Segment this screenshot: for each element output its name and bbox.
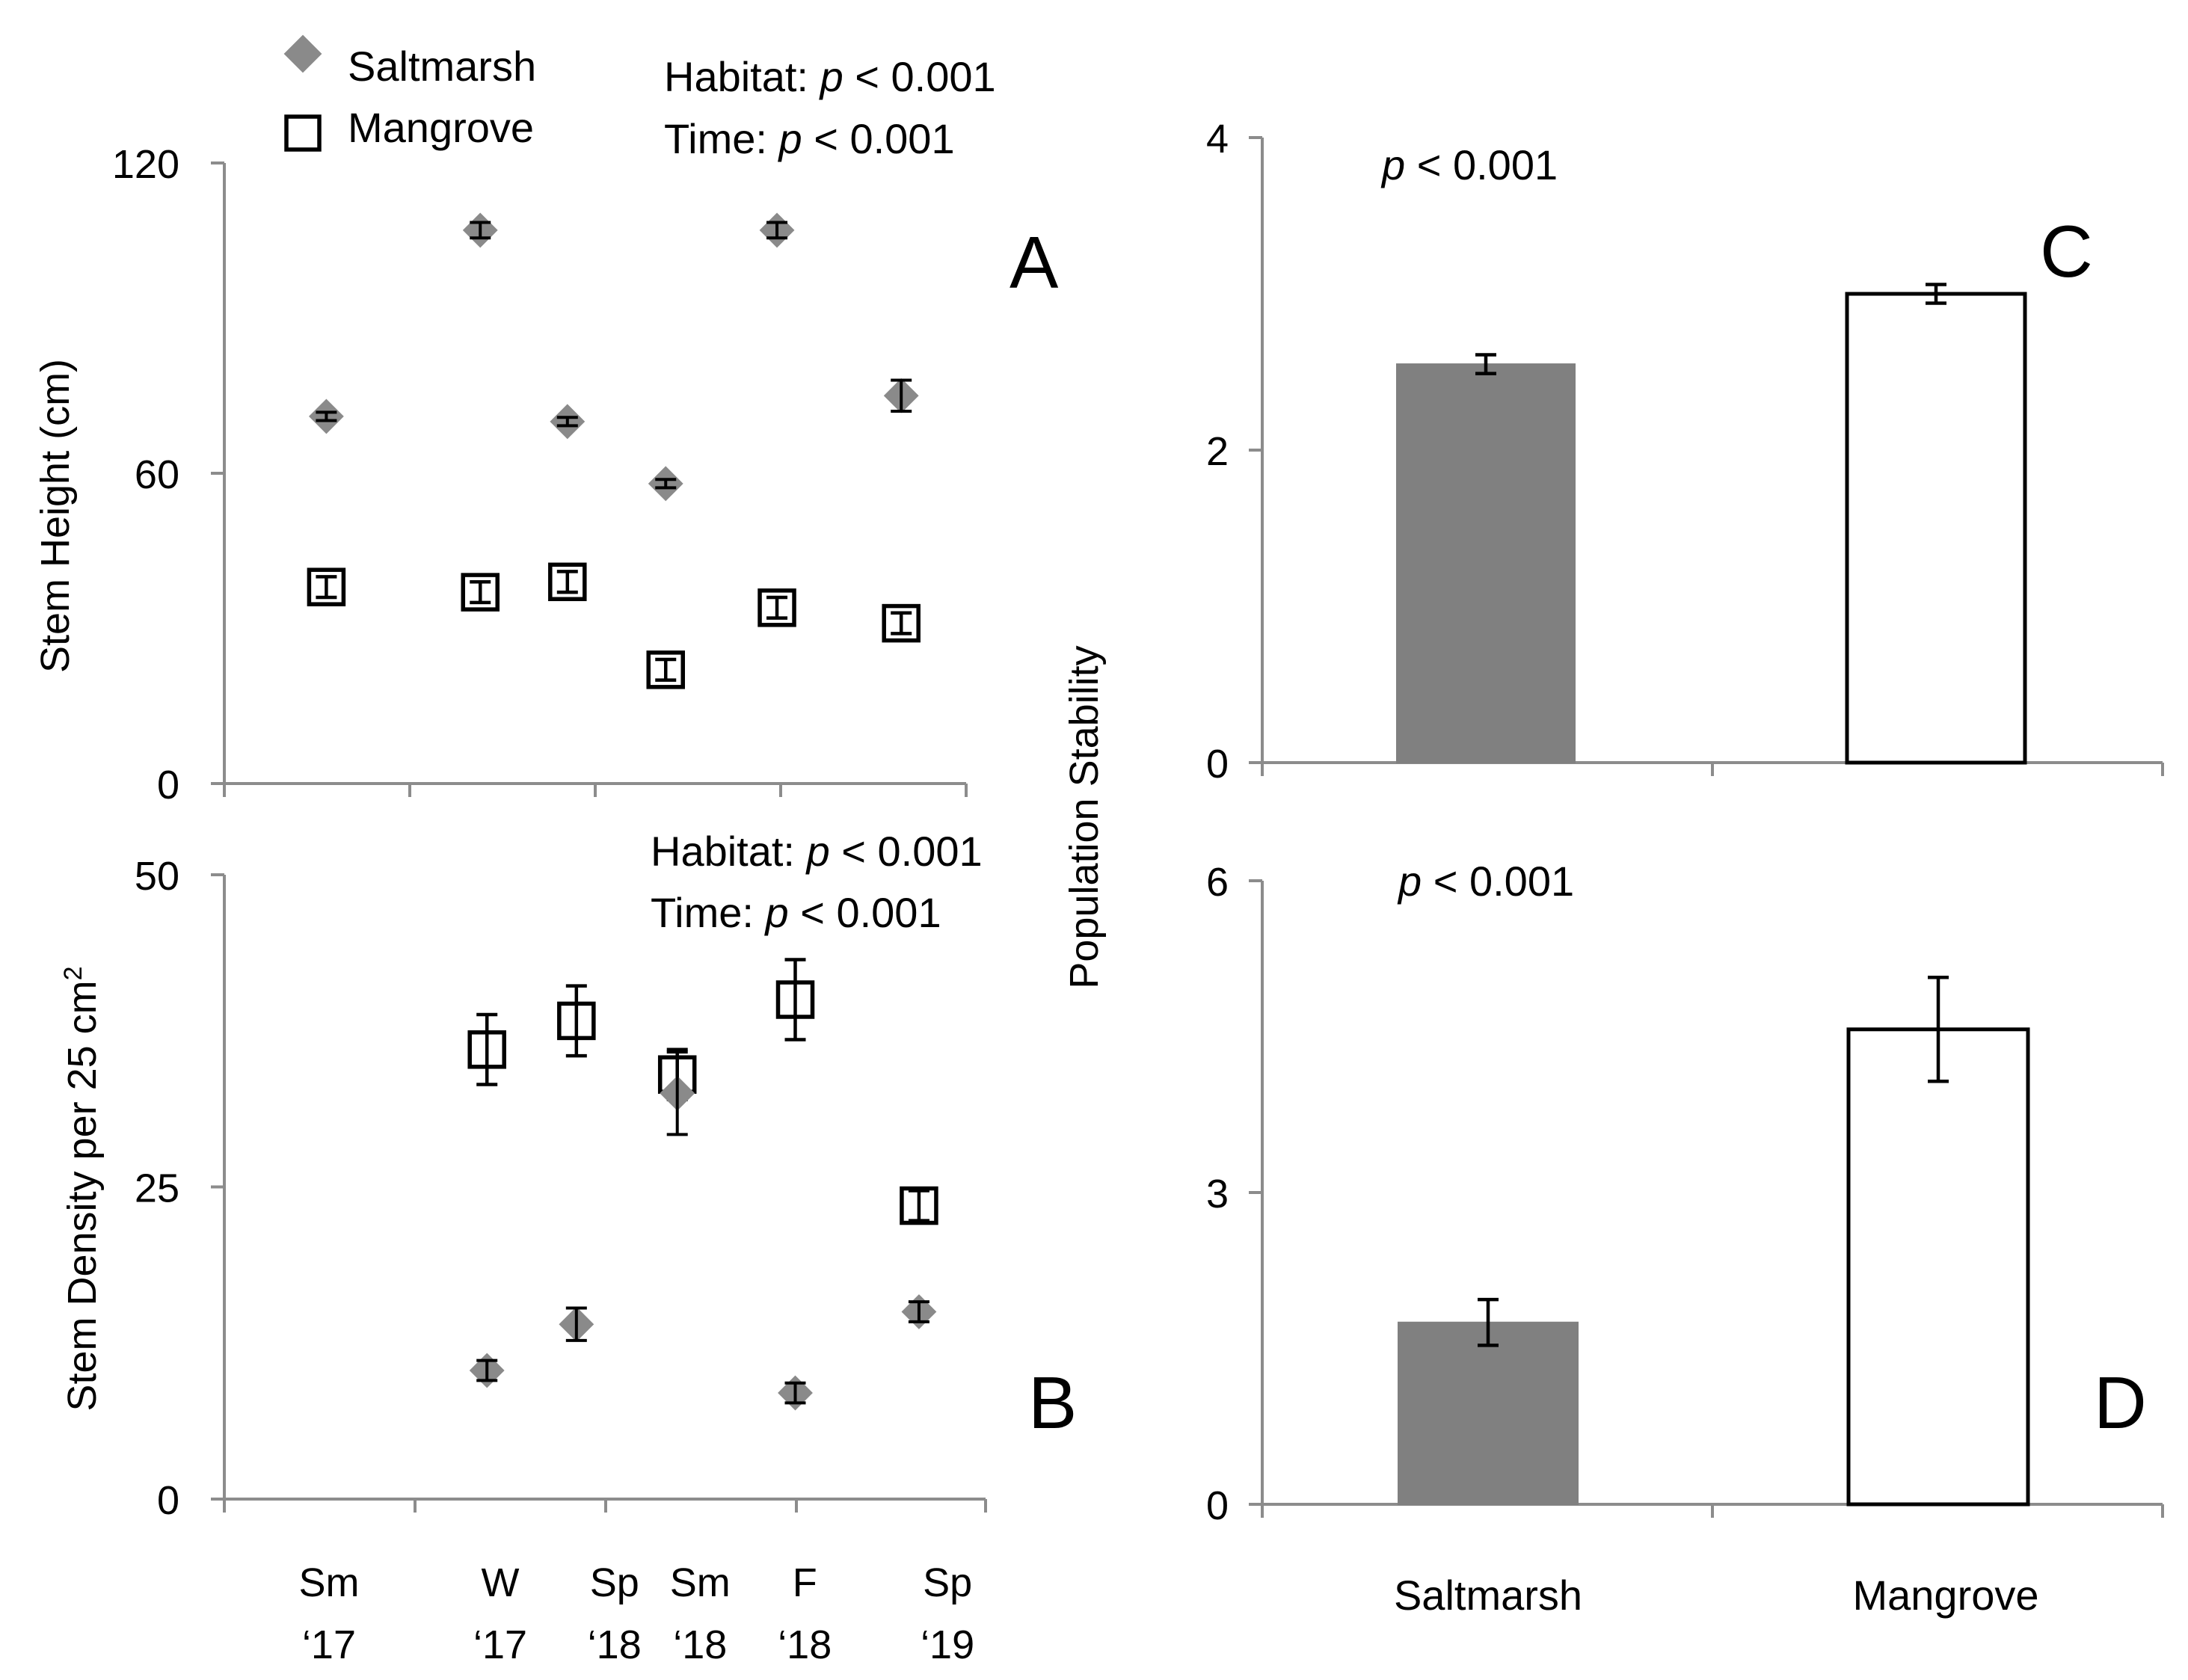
legend-diamond — [283, 34, 322, 73]
x-tick-label: ‘18 — [588, 1622, 642, 1667]
panel-d-x-tick-labels: Saltmarsh Mangrove — [1394, 1572, 2039, 1619]
x-tick-label: Sm — [670, 1560, 731, 1605]
panel-b-marks — [467, 958, 938, 1411]
panel-d-bar: 0 3 6 Saltmarsh Mangrove p < 0.001 D — [1206, 858, 2164, 1619]
panel-d-y-ticks: 0 3 6 — [1206, 860, 1262, 1528]
population-stability-ylabel: Population Stability — [1062, 645, 1107, 988]
y-tick-label: 0 — [1206, 1483, 1229, 1528]
saltmarsh-error-bar — [476, 1359, 498, 1382]
panel-b-time-stat: Time: p < 0.001 — [651, 889, 941, 936]
saltmarsh-error-bar — [565, 1306, 587, 1342]
y-tick-label: 25 — [135, 1166, 179, 1211]
panel-b-habitat-stat: Habitat: p < 0.001 — [651, 828, 983, 875]
saltmarsh-error-bar — [556, 416, 578, 428]
panel-d-letter: D — [2094, 1361, 2147, 1444]
panel-d-marks — [1398, 976, 2030, 1507]
y-tick-label: 120 — [112, 142, 179, 187]
panel-c-letter: C — [2040, 210, 2093, 292]
legend-mangrove-label: Mangrove — [348, 104, 534, 151]
panel-a-letter: A — [1010, 221, 1059, 304]
y-tick-label: 50 — [135, 854, 179, 899]
panel-a-axes — [223, 163, 968, 797]
mangrove-error-bar — [784, 958, 806, 1041]
panel-b-axes — [223, 875, 987, 1513]
mangrove-error-bar — [766, 595, 788, 620]
panel-c-marks — [1396, 283, 2027, 765]
saltmarsh-error-bar — [891, 378, 912, 413]
mangrove-error-bar — [470, 580, 491, 605]
legend-mangrove-marker — [284, 114, 322, 152]
mangrove-error-bar — [1928, 976, 1949, 1083]
mangrove-error-bar — [1926, 283, 1946, 305]
saltmarsh-error-bar — [470, 221, 491, 240]
mangrove-error-bar — [476, 1012, 498, 1086]
legend: Saltmarsh Mangrove — [283, 34, 536, 152]
panel-b-y-ticks: 0 25 50 — [135, 854, 224, 1523]
x-tick-label: Sp — [923, 1560, 972, 1605]
panel-c-stat: p < 0.001 — [1380, 141, 1558, 188]
mangrove-error-bar — [891, 611, 912, 636]
panel-a-ylabel: Stem Height (cm) — [33, 359, 78, 673]
mangrove-error-bar — [565, 984, 587, 1058]
panel-c-y-ticks: 0 2 4 — [1206, 117, 1262, 787]
x-tick-label: Saltmarsh — [1394, 1572, 1582, 1619]
panel-a-time-stat: Time: p < 0.001 — [664, 115, 955, 162]
x-tick-label: Sp — [590, 1560, 639, 1605]
y-tick-label: 2 — [1206, 429, 1229, 474]
mangrove-bar — [1845, 292, 2027, 765]
mangrove-point — [646, 650, 685, 689]
panel-b-x-tick-labels: Sm ‘17 W ‘17 Sp ‘18 Sm ‘18 F ‘18 Sp ‘19 — [298, 1560, 974, 1667]
panel-b-letter: B — [1028, 1361, 1077, 1444]
panel-c-bar: 0 2 4 p < 0.001 C Population Stability — [1062, 117, 2164, 989]
y-tick-label: 0 — [157, 763, 179, 807]
y-tick-label: 0 — [157, 1478, 179, 1523]
y-tick-label: 3 — [1206, 1172, 1229, 1216]
y-tick-label: 60 — [135, 452, 179, 497]
panel-a-scatter: 0 60 120 Stem Height (cm) Habitat: p < 0.0… — [33, 53, 1059, 807]
saltmarsh-error-bar — [655, 478, 677, 490]
saltmarsh-bar — [1396, 363, 1576, 763]
saltmarsh-error-bar — [1475, 353, 1496, 375]
x-tick-label: ‘17 — [473, 1622, 527, 1667]
panel-a-y-ticks: 0 60 120 — [112, 142, 224, 807]
y-tick-label: 0 — [1206, 742, 1229, 787]
panel-b-ylabel: Stem Density per 25 cm2 — [59, 966, 105, 1411]
mangrove-error-bar — [316, 575, 337, 600]
saltmarsh-error-bar — [666, 1050, 688, 1136]
y-tick-label: 4 — [1206, 117, 1229, 161]
legend-saltmarsh-marker — [283, 34, 322, 73]
legend-saltmarsh-label: Saltmarsh — [348, 43, 536, 90]
saltmarsh-error-bar — [1478, 1297, 1499, 1347]
x-tick-label: F — [793, 1560, 817, 1605]
saltmarsh-error-bar — [316, 410, 337, 422]
x-tick-label: ‘17 — [302, 1622, 356, 1667]
saltmarsh-bar — [1398, 1321, 1579, 1505]
panel-d-stat: p < 0.001 — [1397, 858, 1574, 905]
x-tick-label: W — [482, 1560, 520, 1605]
mangrove-bar — [1846, 1027, 2030, 1507]
x-tick-label: ‘18 — [673, 1622, 727, 1667]
x-tick-label: ‘19 — [921, 1622, 974, 1667]
x-tick-label: Sm — [298, 1560, 359, 1605]
mangrove-error-bar — [556, 570, 578, 594]
x-tick-label: Mangrove — [1852, 1572, 2038, 1619]
y-tick-label: 6 — [1206, 860, 1229, 905]
panel-a-marks — [307, 212, 921, 689]
saltmarsh-error-bar — [766, 221, 788, 240]
saltmarsh-error-bar — [784, 1381, 806, 1405]
saltmarsh-error-bar — [908, 1300, 929, 1323]
panel-b-scatter: 0 25 50 Sm ‘17 W ‘17 Sp ‘18 Sm ‘18 F ‘18 Sp ‘19 Stem … — [59, 828, 1077, 1667]
x-tick-label: ‘18 — [778, 1622, 832, 1667]
mangrove-error-bar — [655, 657, 677, 682]
mangrove-error-bar — [908, 1189, 929, 1222]
legend-square — [284, 114, 322, 152]
panel-a-habitat-stat: Habitat: p < 0.001 — [664, 53, 996, 100]
